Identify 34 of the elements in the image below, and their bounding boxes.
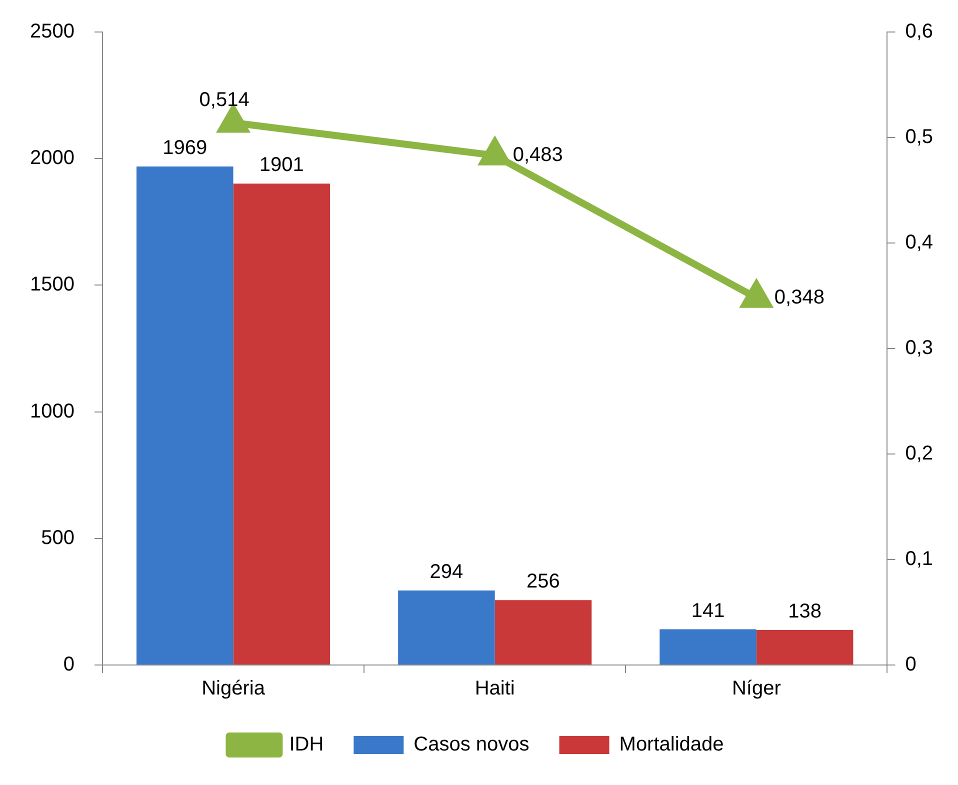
y2-tick-label: 0,5 [905,126,934,148]
y2-tick-label: 0,6 [905,20,934,43]
x-tick-label: Haiti [474,678,515,700]
data-label: 1969 [162,136,208,159]
bar [660,629,756,664]
bar [756,630,854,664]
x-tick-label: Níger [732,678,782,700]
data-label: 141 [691,600,725,622]
legend-label: IDH [289,734,324,756]
y2-tick-label: 0,3 [905,337,934,360]
legend-label: Mortalidade [619,734,724,756]
data-label: 256 [526,570,560,593]
y2-tick-label: 0,4 [905,232,934,254]
data-label: 294 [430,561,464,584]
y2-tick-label: 0,2 [905,442,934,465]
y-tick-label: 2500 [30,20,74,43]
bar [136,166,234,664]
data-label: 0,514 [199,89,250,112]
data-label: 138 [788,600,822,623]
data-label: 1901 [259,154,304,176]
x-tick-label: Nigéria [202,678,266,700]
bar [398,590,495,664]
y2-tick-label: 0 [905,654,916,676]
bar [233,184,330,664]
data-label: 0,348 [774,286,824,308]
y-tick-label: 500 [41,526,74,549]
y-tick-label: 0 [63,654,74,676]
bar [494,600,592,664]
y-tick-label: 2000 [30,147,74,170]
y2-tick-label: 0,1 [905,548,934,570]
data-label: 0,483 [512,144,563,166]
y-tick-label: 1500 [30,274,74,296]
legend-label: Casos novos [414,734,530,756]
y-tick-label: 1000 [30,400,74,422]
